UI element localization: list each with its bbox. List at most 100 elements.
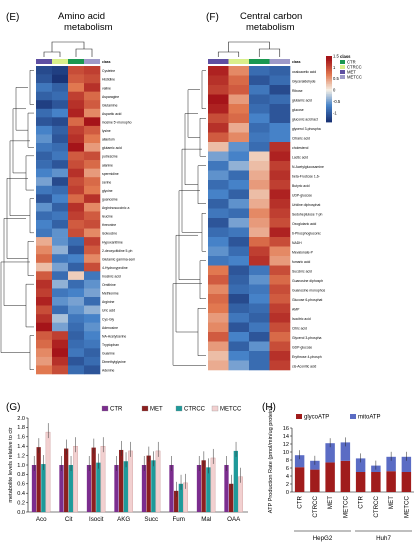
category-label: OAA (227, 516, 241, 523)
heatmap-cell (228, 237, 250, 247)
colorbar-segment (326, 72, 332, 75)
heatmap-cell (36, 314, 53, 323)
heatmap-cell (36, 74, 53, 84)
heatmap-cell (68, 356, 85, 366)
heatmap-cell (52, 271, 69, 281)
heatmap-cell (249, 208, 270, 219)
bar-ctrcc (151, 460, 156, 512)
heatmap-cell (249, 75, 270, 86)
heatmap-cell (228, 218, 250, 228)
category-label: Cit (65, 516, 73, 523)
heatmap-cell (68, 160, 85, 169)
heatmap-cell (84, 117, 101, 127)
row-dendrogram-branch (0, 261, 30, 353)
heatmap-row-label: N-Acetylglucosamine (292, 165, 324, 169)
heatmap-cell (36, 220, 53, 229)
heatmap-cell (52, 331, 69, 341)
heatmap-row-label: Ornithine (102, 283, 116, 287)
heatmap-cell (228, 294, 250, 304)
heatmap-cell (228, 94, 250, 105)
bar-glycoatp (355, 472, 366, 492)
y-tick-label: 0.8 (17, 472, 25, 478)
heatmap-cell (52, 168, 69, 178)
heatmap-cell (84, 237, 101, 246)
heatmap-cell (249, 294, 270, 304)
heatmap-row-label: Aspartic acid (102, 112, 122, 116)
heatmap-cell (269, 66, 291, 76)
heatmap-cell (52, 134, 69, 144)
heatmap-cell (36, 66, 53, 75)
bar-ctrcc (96, 462, 101, 512)
colorbar-segment (326, 64, 332, 67)
colorbar-segment (326, 105, 332, 108)
heatmap-row-label: Butyric acid (292, 184, 310, 188)
heatmap-cell (208, 180, 229, 190)
bar-ctr (86, 465, 92, 512)
column-dendrogram-branch (43, 51, 61, 57)
row-dendrogram-branch (201, 213, 206, 252)
heatmap-cell (228, 332, 250, 342)
heatmap-cell (84, 143, 101, 152)
heatmap-cell (68, 262, 85, 272)
class-bar-cell (269, 59, 290, 64)
y-tick-label: 1.2 (17, 453, 25, 459)
legend-class-label: CTRCC (347, 65, 362, 70)
colorbar-segment (326, 117, 332, 120)
heatmap-cell (208, 66, 229, 76)
bar-metcc (45, 431, 51, 513)
heatmap-cell (68, 220, 85, 229)
colorbar-segment (326, 59, 332, 62)
bar-met (64, 448, 69, 512)
heatmap-row-label: cis-Aconitic acid (292, 364, 316, 368)
heatmap-cell (228, 227, 250, 238)
heatmap-cell (269, 351, 291, 361)
column-dendrogram-branch (75, 48, 93, 57)
colorbar-segment (326, 67, 332, 70)
colorbar-segment (326, 98, 332, 101)
heatmap-row-label: glutamic acid (102, 146, 122, 150)
y-tick-label: 0.6 (17, 482, 25, 488)
colorbar-segment (326, 69, 332, 72)
bar-mitoatp (310, 460, 320, 470)
heatmap-cell (249, 189, 270, 200)
heatmap-cell (269, 142, 291, 152)
heatmap-row-label: Argininosuccinic a (102, 206, 129, 210)
legend-class-swatch (340, 60, 345, 64)
heatmap-cell (68, 134, 85, 144)
heatmap-cell (52, 288, 69, 298)
legend-class-swatch (340, 75, 345, 79)
heatmap-row-label: fumaric acid (292, 260, 310, 264)
heatmap-cell (36, 288, 53, 298)
colorbar-segment (326, 65, 332, 68)
heatmap-cell (249, 313, 270, 323)
heatmap-cell (208, 265, 229, 276)
legend-class-swatch (340, 70, 345, 74)
heatmap-cell (36, 254, 53, 264)
heatmap-cell (52, 83, 69, 92)
colorbar-segment (326, 90, 332, 93)
heatmap-cell (249, 94, 270, 105)
heatmap-cell (52, 254, 69, 264)
heatmap-cell (208, 151, 229, 162)
heatmap-row-label: spermidine (102, 172, 119, 176)
heatmap-row-label: gluconic acid lact (292, 117, 318, 121)
heatmap-cell (52, 100, 69, 110)
heatmap-cell (249, 246, 270, 257)
heatmap-row-label: Adenosine (102, 326, 118, 330)
heatmap-cell (228, 123, 250, 133)
heatmap-row-label: Ribose (292, 89, 303, 93)
heatmap-row-label: Tryptophan (102, 343, 119, 347)
heatmap-cell (208, 322, 229, 333)
heatmap-cell (208, 170, 229, 181)
heatmap-cell (84, 339, 101, 349)
heatmap-cell (84, 108, 101, 118)
heatmap-cell (249, 85, 270, 95)
colorbar-segment (326, 80, 332, 83)
legend-class-label: CTR (347, 60, 356, 65)
heatmap-row-label: Isocitric acid (292, 317, 311, 321)
heatmap-cell (36, 185, 53, 195)
heatmap-cell (84, 365, 101, 375)
heatmap-cell (36, 322, 53, 332)
bar-ctrcc (41, 464, 46, 512)
heatmap-cell (228, 151, 250, 162)
